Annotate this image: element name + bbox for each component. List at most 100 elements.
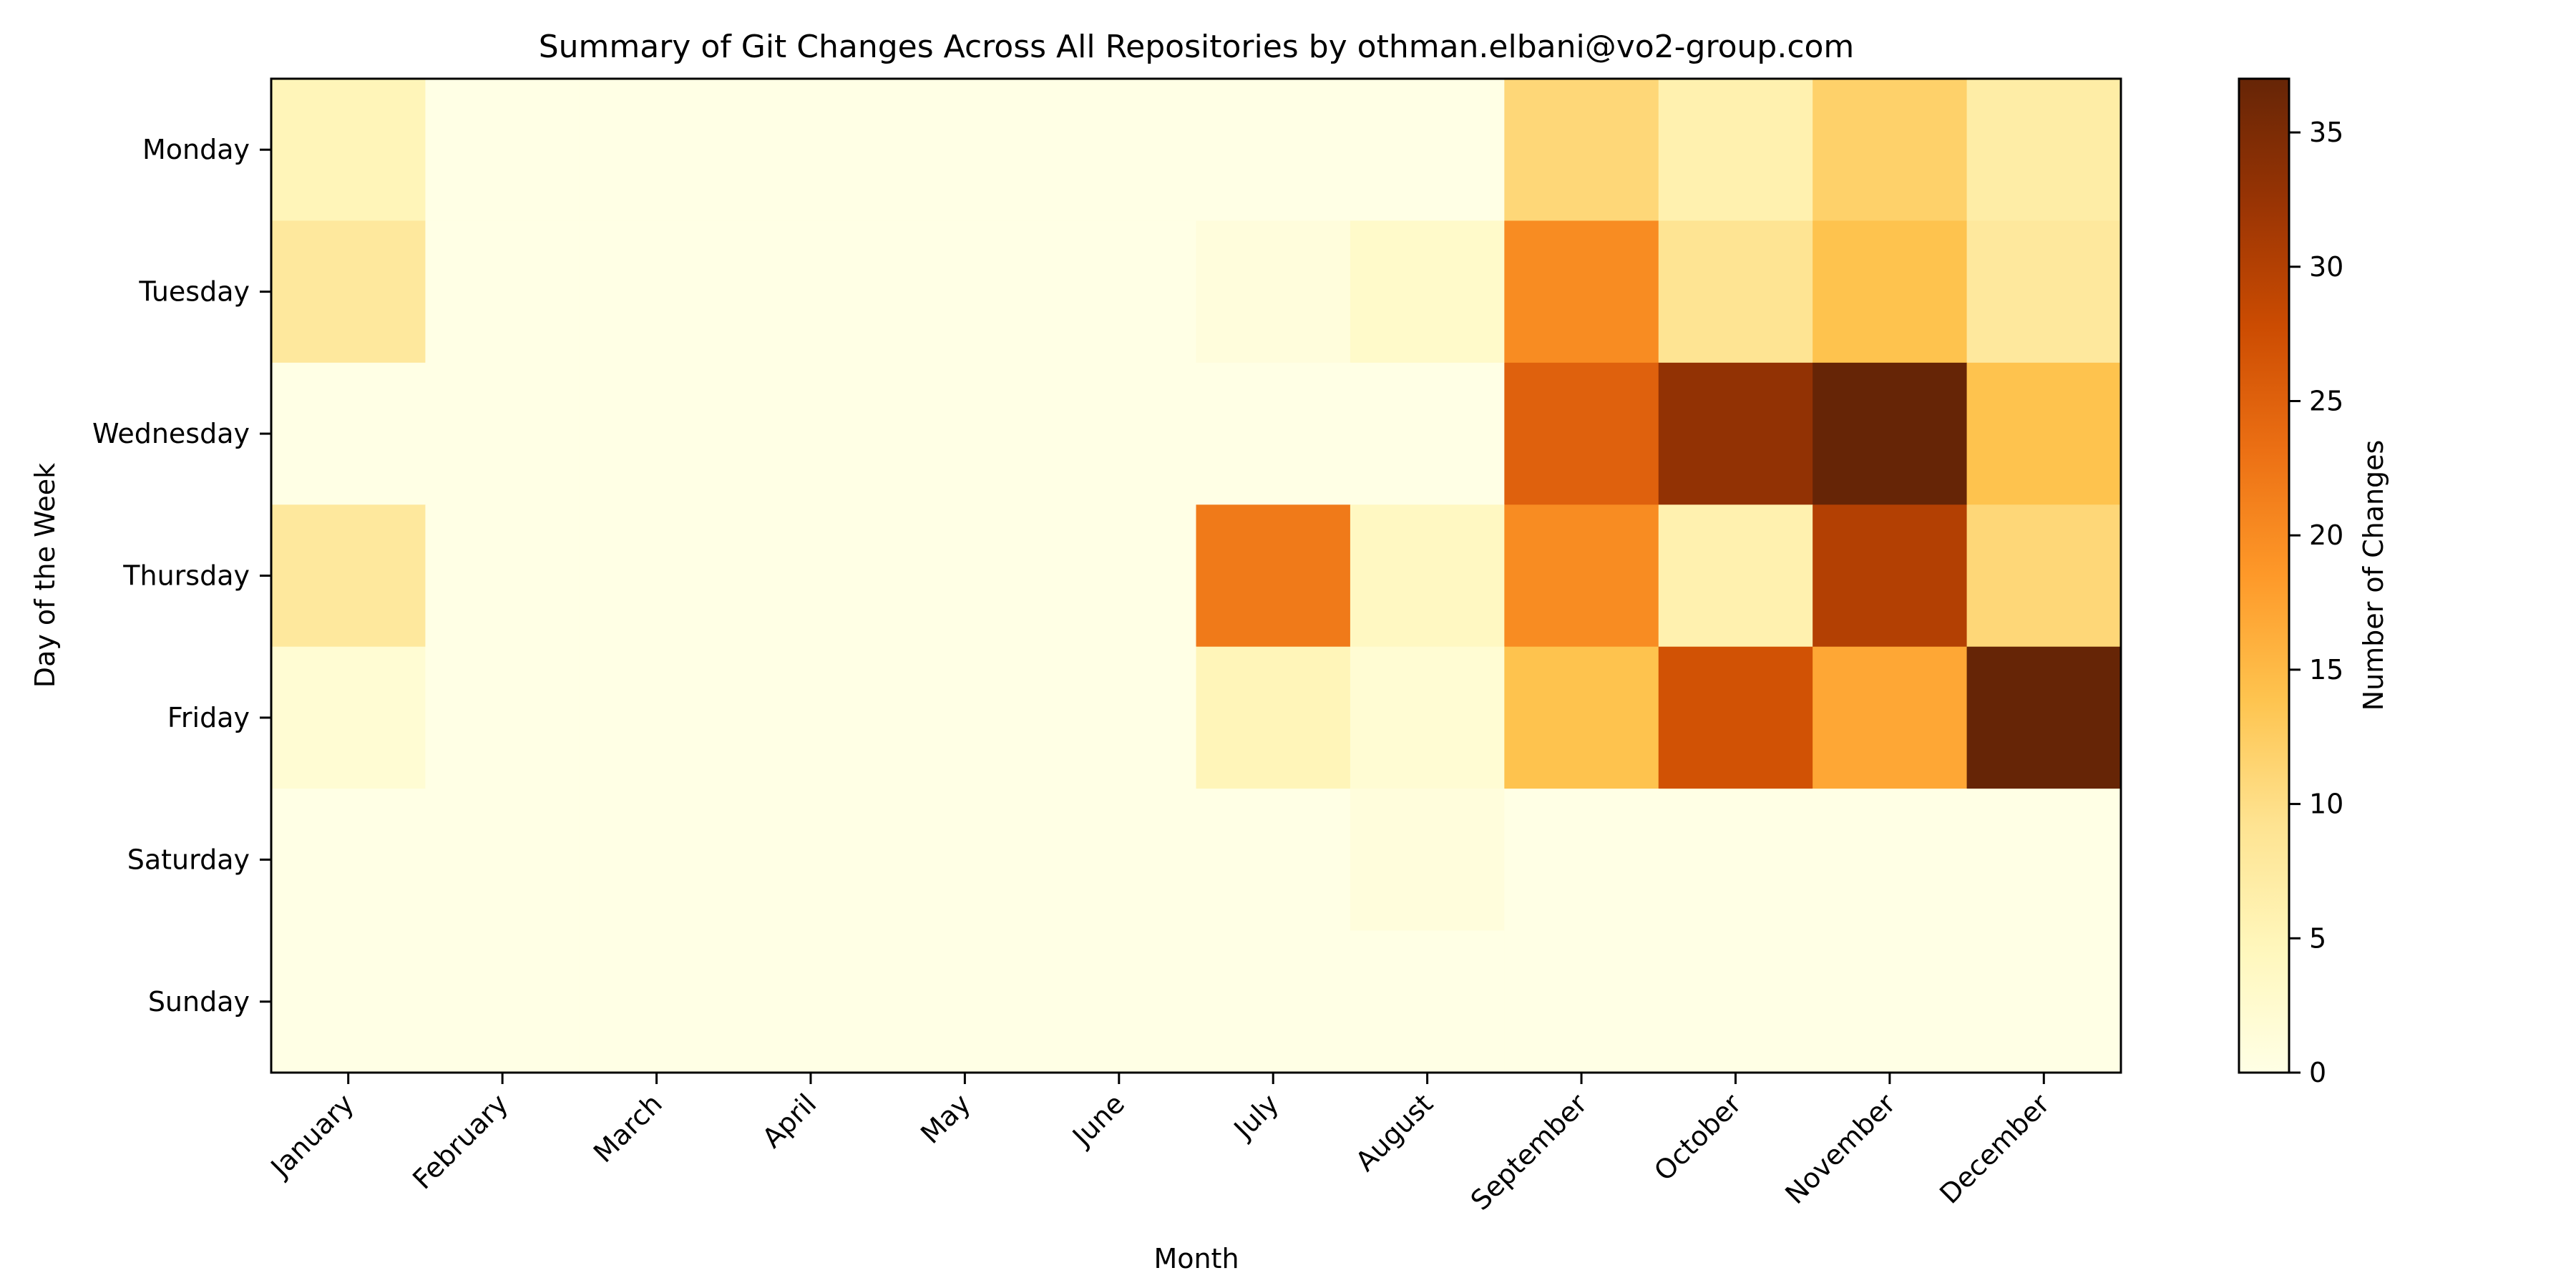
heatmap-cell bbox=[1042, 504, 1197, 648]
y-tick-label: Tuesday bbox=[138, 276, 250, 308]
x-tick-label: May bbox=[914, 1088, 977, 1150]
x-tick-label: February bbox=[406, 1088, 514, 1195]
heatmap-cell bbox=[1966, 362, 2122, 505]
heatmap-cell bbox=[1350, 789, 1505, 932]
colorbar-tick-label: 15 bbox=[2309, 654, 2343, 686]
heatmap-cell bbox=[1966, 220, 2122, 364]
y-tick-label: Wednesday bbox=[92, 418, 250, 449]
heatmap-cell bbox=[733, 220, 889, 364]
x-tick-label: January bbox=[264, 1088, 360, 1184]
heatmap-cell bbox=[1658, 362, 1813, 505]
heatmap-cell bbox=[579, 930, 734, 1073]
heatmap-cell bbox=[425, 362, 580, 505]
heatmap-cell bbox=[1813, 79, 1968, 222]
x-tick-label: August bbox=[1350, 1088, 1439, 1177]
heatmap-cell bbox=[887, 79, 1043, 222]
colorbar-tick-label: 10 bbox=[2309, 789, 2343, 820]
heatmap-cell bbox=[1504, 646, 1659, 789]
heatmap-cell bbox=[271, 646, 426, 789]
heatmap-cell bbox=[887, 220, 1043, 364]
heatmap-cell bbox=[1196, 646, 1351, 789]
x-tick-label: July bbox=[1227, 1088, 1285, 1146]
heatmap-cell bbox=[1042, 789, 1197, 932]
heatmap-cell bbox=[1042, 646, 1197, 789]
heatmap-cell bbox=[271, 220, 426, 364]
heatmap-cell bbox=[1658, 79, 1813, 222]
heatmap-cell bbox=[1504, 930, 1659, 1073]
heatmap-cell bbox=[1658, 220, 1813, 364]
heatmap-cell bbox=[1813, 930, 1968, 1073]
heatmap-cell bbox=[1196, 362, 1351, 505]
colorbar-tick-label: 0 bbox=[2309, 1057, 2326, 1088]
heatmap-cell bbox=[887, 930, 1043, 1073]
heatmap-cell bbox=[1658, 646, 1813, 789]
heatmap-cell bbox=[1350, 362, 1505, 505]
colorbar-tick-label: 5 bbox=[2309, 922, 2326, 954]
x-tick-label: September bbox=[1465, 1088, 1594, 1216]
heatmap-cell bbox=[1350, 504, 1505, 648]
heatmap-cell bbox=[1042, 220, 1197, 364]
heatmap-cell bbox=[1042, 930, 1197, 1073]
heatmap-cell bbox=[1813, 789, 1968, 932]
y-axis-ticks: Monday Tuesday Wednesday Thursday Friday Satu… bbox=[92, 134, 271, 1018]
heatmap-cell bbox=[1504, 362, 1659, 505]
heatmap-cell bbox=[1196, 220, 1351, 364]
heatmap-cell bbox=[1196, 930, 1351, 1073]
heatmap-cell bbox=[1196, 504, 1351, 648]
colorbar-ticks: 0 5 10 15 20 25 30 35 bbox=[2289, 117, 2343, 1088]
heatmap-cell bbox=[887, 504, 1043, 648]
colorbar-tick-label: 35 bbox=[2309, 117, 2343, 148]
heatmap-cell bbox=[887, 646, 1043, 789]
heatmap-cell bbox=[733, 789, 889, 932]
x-tick-label: December bbox=[1933, 1088, 2056, 1210]
x-tick-label: October bbox=[1648, 1088, 1747, 1187]
y-tick-label: Monday bbox=[142, 134, 250, 165]
heatmap-cell bbox=[1196, 789, 1351, 932]
heatmap-cell bbox=[1813, 646, 1968, 789]
heatmap-cell bbox=[271, 504, 426, 648]
heatmap-cell bbox=[1966, 646, 2122, 789]
heatmap-cell bbox=[733, 79, 889, 222]
heatmap-cell bbox=[1350, 79, 1505, 222]
heatmap-cell bbox=[579, 220, 734, 364]
y-axis-label: Day of the Week bbox=[29, 463, 61, 688]
heatmap-cell bbox=[1966, 504, 2122, 648]
heatmap-cell bbox=[1813, 362, 1968, 505]
heatmap-cell bbox=[579, 646, 734, 789]
heatmap-cell bbox=[1350, 646, 1505, 789]
heatmap-cell bbox=[1196, 79, 1351, 222]
chart-title: Summary of Git Changes Across All Reposi… bbox=[539, 29, 1855, 65]
heatmap-cell bbox=[1042, 362, 1197, 505]
y-tick-label: Sunday bbox=[148, 986, 250, 1018]
x-tick-label: June bbox=[1065, 1088, 1131, 1153]
colorbar bbox=[2238, 77, 2290, 1074]
y-tick-label: Saturday bbox=[127, 844, 250, 875]
x-tick-label: November bbox=[1779, 1088, 1901, 1210]
heatmap-cell bbox=[1504, 789, 1659, 932]
heatmap-cells bbox=[271, 79, 2122, 1073]
heatmap-cell bbox=[887, 362, 1043, 505]
heatmap-cell bbox=[579, 789, 734, 932]
heatmap-cell bbox=[425, 646, 580, 789]
heatmap-cell bbox=[425, 789, 580, 932]
heatmap-cell bbox=[1813, 220, 1968, 364]
heatmap-cell bbox=[1966, 79, 2122, 222]
x-tick-label: March bbox=[587, 1088, 668, 1169]
heatmap-cell bbox=[271, 789, 426, 932]
heatmap-cell bbox=[425, 79, 580, 222]
heatmap-cell bbox=[579, 504, 734, 648]
colorbar-label: Number of Changes bbox=[2358, 440, 2389, 711]
colorbar-tick-label: 30 bbox=[2309, 251, 2343, 283]
heatmap-cell bbox=[1658, 504, 1813, 648]
x-axis-ticks: January February March April May June July Augu… bbox=[264, 1073, 2056, 1216]
heatmap-cell bbox=[1813, 504, 1968, 648]
heatmap-cell bbox=[271, 79, 426, 222]
y-tick-label: Thursday bbox=[122, 560, 250, 592]
heatmap-cell bbox=[1504, 504, 1659, 648]
y-tick-label: Friday bbox=[167, 702, 250, 733]
heatmap-cell bbox=[1350, 930, 1505, 1073]
colorbar-tick-label: 25 bbox=[2309, 385, 2343, 416]
heatmap-cell bbox=[425, 220, 580, 364]
heatmap-cell bbox=[579, 79, 734, 222]
